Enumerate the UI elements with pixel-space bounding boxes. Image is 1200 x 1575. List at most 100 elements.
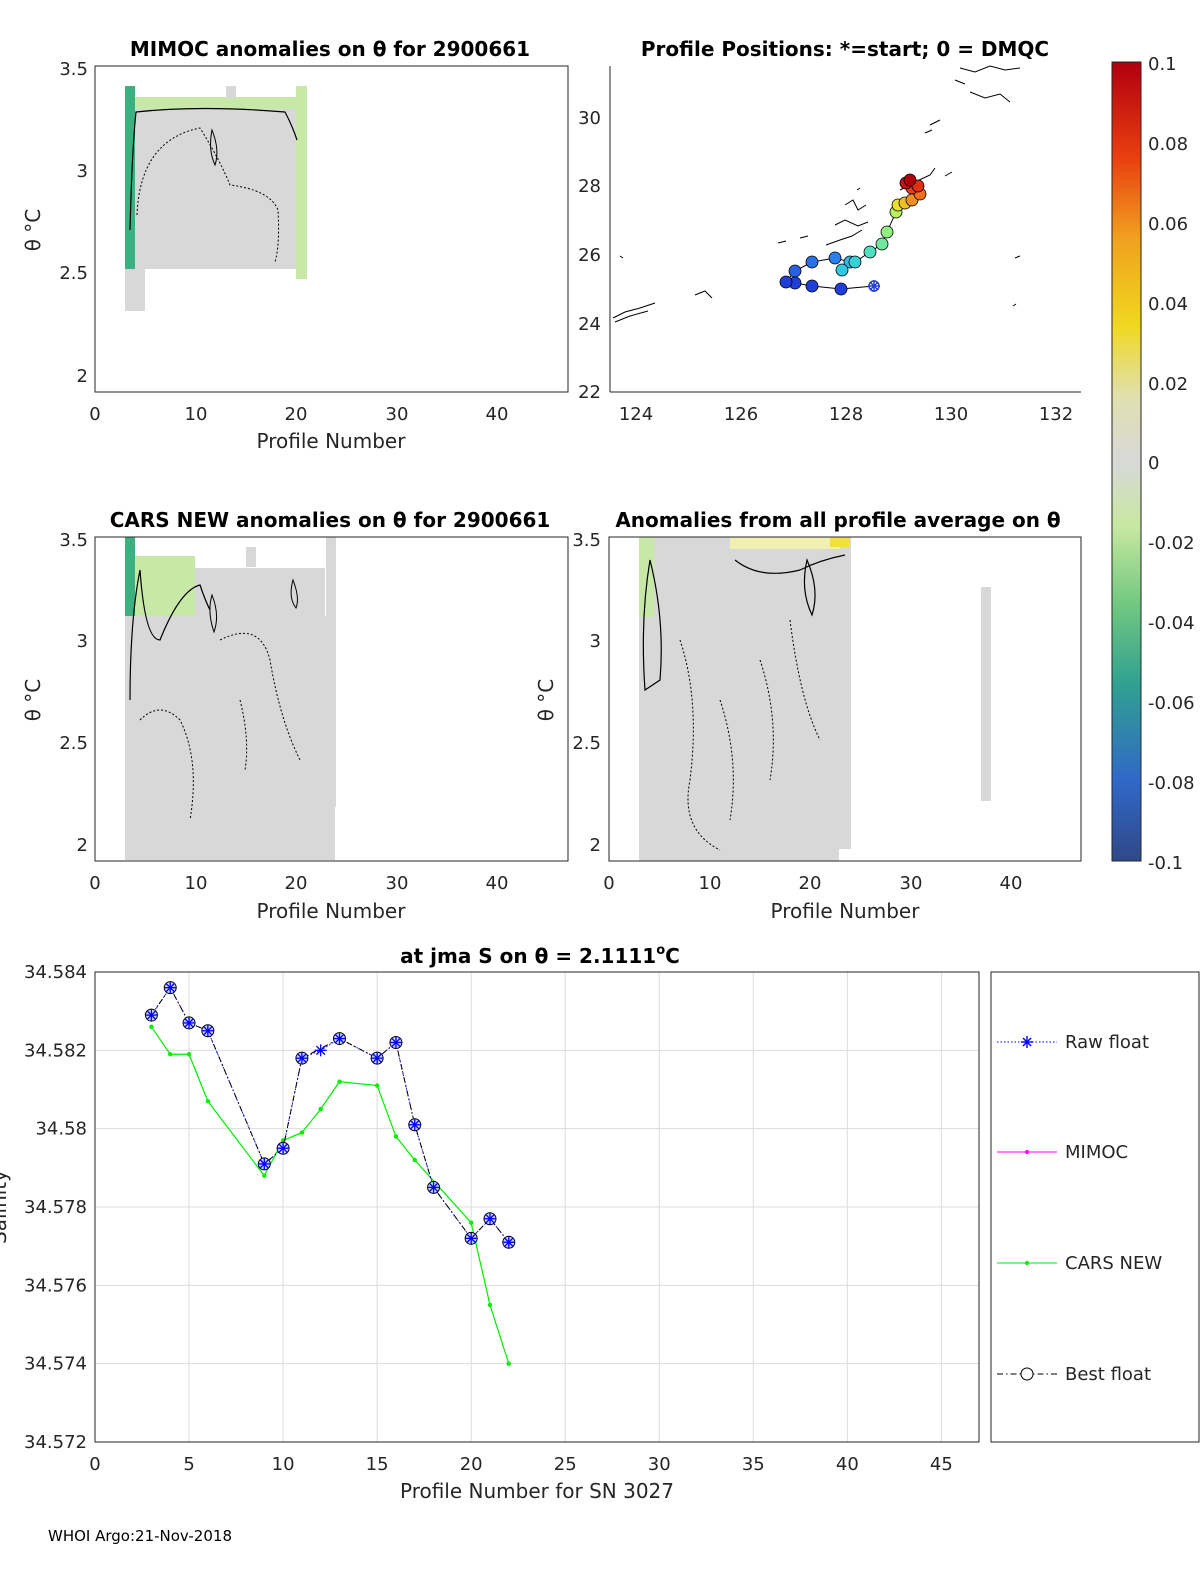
colorbar-tick: -0.06 bbox=[1148, 693, 1195, 714]
cars-anomaly-field-upper bbox=[195, 568, 325, 628]
cars-new-point bbox=[168, 1052, 173, 1057]
cars-ytick: 3 bbox=[77, 631, 88, 652]
salinity-yticks: 34.572 34.574 34.576 34.578 34.58 34.582 34.58… bbox=[24, 962, 87, 1453]
mimoc-axes bbox=[94, 65, 569, 393]
salinity-ytick: 34.576 bbox=[24, 1275, 87, 1296]
raw-float-star-stroke bbox=[278, 1143, 288, 1154]
raw-float-point bbox=[183, 1016, 196, 1029]
cars-anomaly-cell bbox=[246, 547, 256, 567]
float-track bbox=[779, 173, 927, 296]
avg-contour-loop bbox=[803, 558, 816, 617]
avg-yticks: 2 2.5 3 3.5 bbox=[572, 530, 601, 856]
footer-credit: WHOI Argo:21-Nov-2018 bbox=[48, 1527, 232, 1545]
legend-label: Best float bbox=[1065, 1364, 1151, 1385]
positions-xticks: 124 126 128 130 132 bbox=[619, 404, 1073, 425]
raw-float-line bbox=[151, 986, 510, 1243]
salinity-ylabel: Salinity bbox=[0, 1170, 11, 1244]
cars-ytick: 2.5 bbox=[59, 733, 88, 754]
positions-xtick: 126 bbox=[724, 404, 758, 425]
avg-xtick: 10 bbox=[699, 873, 722, 894]
mimoc-anomaly-lower bbox=[125, 269, 145, 311]
cars-new-point bbox=[393, 1134, 399, 1139]
raw-float-star-stroke bbox=[315, 1045, 326, 1056]
raw-float-point bbox=[427, 1181, 440, 1194]
raw-float-point bbox=[277, 1142, 290, 1155]
salinity-xtick: 25 bbox=[554, 1454, 577, 1475]
mimoc-title: MIMOC anomalies on θ for 2900661 bbox=[130, 37, 530, 61]
cars-xtick: 10 bbox=[185, 873, 208, 894]
avg-panel: Anomalies from all profile average on θ … bbox=[534, 508, 1082, 923]
colorbar-gradient bbox=[1111, 61, 1142, 862]
avg-anomaly-bottom bbox=[639, 849, 839, 861]
salinity-xtick: 20 bbox=[460, 1454, 483, 1475]
colorbar-tick: 0.08 bbox=[1148, 134, 1188, 155]
cars-xtick: 20 bbox=[285, 873, 308, 894]
positions-xtick: 132 bbox=[1039, 404, 1073, 425]
raw-float-point bbox=[389, 1036, 402, 1049]
raw-float-star-stroke bbox=[146, 1010, 157, 1020]
cars-panel: CARS NEW anomalies on θ for 2900661 0 10… bbox=[21, 508, 569, 923]
salinity-xtick: 5 bbox=[183, 1454, 194, 1475]
positions-ytick: 26 bbox=[578, 245, 601, 266]
cars-new-point bbox=[149, 1024, 154, 1030]
legend-label: MIMOC bbox=[1065, 1142, 1128, 1163]
cars-yticks: 2 2.5 3 3.5 bbox=[59, 530, 88, 856]
cars-new-point bbox=[205, 1099, 211, 1104]
raw-float-star-stroke bbox=[466, 1233, 476, 1244]
avg-ytick: 2.5 bbox=[572, 733, 601, 754]
raw-float-point bbox=[258, 1157, 271, 1170]
raw-float-point bbox=[483, 1212, 496, 1225]
positions-panel: Profile Positions: *=start; 0 = DMQC bbox=[578, 37, 1081, 425]
positions-title: Profile Positions: *=start; 0 = DMQC bbox=[641, 37, 1049, 61]
legend-cars-new: CARS NEW bbox=[997, 1253, 1162, 1274]
start-marker bbox=[868, 280, 880, 292]
mimoc-ytick: 2.5 bbox=[59, 263, 88, 284]
salinity-xticks: 0 5 10 15 20 25 30 35 40 45 bbox=[89, 1454, 953, 1475]
raw-float-point bbox=[333, 1032, 346, 1045]
cars-contour-dotted bbox=[139, 632, 301, 821]
cars-contour-solid bbox=[129, 569, 211, 701]
raw-float-point bbox=[164, 981, 177, 994]
mimoc-anomaly-right bbox=[296, 86, 307, 279]
salinity-chart: at jma S on θ = 2.1111oC 0 5 10 15 20 25 30 35 4… bbox=[0, 943, 980, 1503]
salinity-title-unit: C bbox=[665, 944, 680, 968]
avg-xlabel: Profile Number bbox=[771, 899, 921, 923]
mimoc-anomaly-strip bbox=[125, 86, 135, 311]
salinity-title-prefix: at jma S on bbox=[400, 944, 534, 968]
salinity-ytick: 34.584 bbox=[24, 962, 87, 983]
mimoc-xticks: 0 10 20 30 40 bbox=[89, 404, 508, 425]
colorbar-tick: -0.1 bbox=[1148, 853, 1183, 874]
cars-new-point bbox=[374, 1083, 380, 1088]
salinity-ytick: 34.572 bbox=[24, 1432, 87, 1453]
colorbar-tick: -0.08 bbox=[1148, 773, 1195, 794]
mimoc-anomaly-field bbox=[135, 97, 300, 269]
salinity-xtick: 0 bbox=[89, 1454, 100, 1475]
mimoc-ylabel: θ °C bbox=[21, 209, 45, 252]
positions-ytick: 24 bbox=[578, 314, 601, 335]
cars-new-point bbox=[412, 1157, 417, 1163]
positions-ytick: 28 bbox=[578, 176, 601, 197]
avg-title: Anomalies from all profile average on θ bbox=[615, 508, 1060, 532]
salinity-xtick: 30 bbox=[648, 1454, 671, 1475]
raw-float-point bbox=[502, 1236, 515, 1249]
colorbar-tick: 0 bbox=[1148, 453, 1159, 474]
mimoc-xtick: 20 bbox=[285, 404, 308, 425]
colorbar-tick: -0.02 bbox=[1148, 533, 1195, 554]
raw-float-point bbox=[295, 1052, 308, 1065]
avg-xtick: 30 bbox=[900, 873, 923, 894]
raw-float-star-stroke bbox=[334, 1033, 345, 1044]
raw-float-point bbox=[314, 1044, 327, 1057]
cars-xlabel: Profile Number bbox=[257, 899, 407, 923]
mimoc-xtick: 10 bbox=[185, 404, 208, 425]
mimoc-contour-solid bbox=[129, 107, 298, 231]
colorbar-tick: -0.04 bbox=[1148, 613, 1195, 634]
positions-xtick: 130 bbox=[934, 404, 968, 425]
avg-xtick: 40 bbox=[1000, 873, 1023, 894]
salinity-xtick: 45 bbox=[930, 1454, 953, 1475]
positions-xtick: 128 bbox=[829, 404, 863, 425]
raw-float-star-stroke bbox=[297, 1053, 307, 1063]
mimoc-ytick: 2 bbox=[77, 366, 88, 387]
positions-ytick: 30 bbox=[578, 108, 601, 129]
mimoc-anomaly-top bbox=[135, 97, 300, 109]
salinity-xtick: 15 bbox=[366, 1454, 389, 1475]
